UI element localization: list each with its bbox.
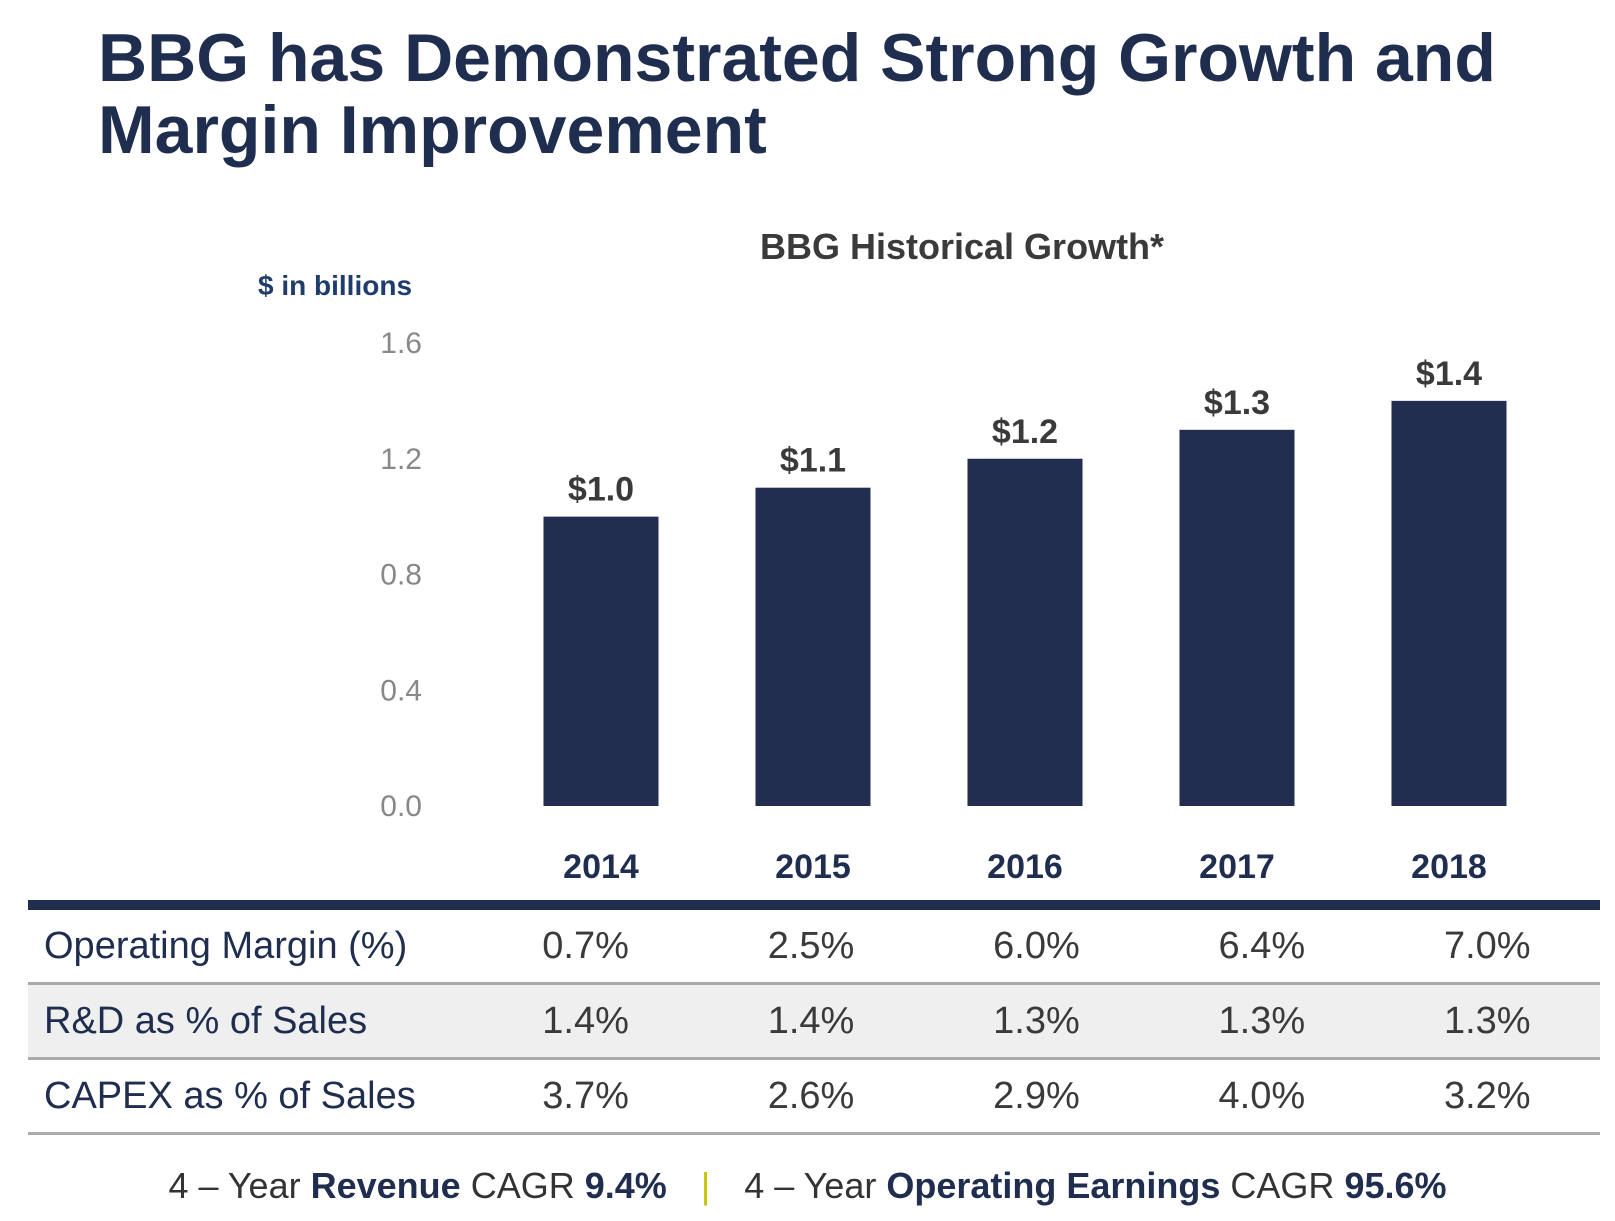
page-title: BBG has Demonstrated Strong Growth and M…: [98, 20, 1496, 168]
metric-value: 2.6%: [767, 1074, 855, 1117]
y-axis-unit-label: $ in billions: [258, 270, 413, 301]
footer-right-value: 95.6%: [1344, 1165, 1447, 1206]
footer-right-prefix: 4 – Year: [744, 1165, 877, 1206]
bar: [967, 458, 1083, 806]
metric-label: Operating Margin (%): [44, 924, 408, 967]
bar-data-label: $1.4: [1416, 355, 1482, 393]
bar-data-label: $1.3: [1204, 384, 1270, 422]
metric-value: 3.2%: [1443, 1074, 1531, 1117]
metric-value: 6.4%: [1218, 924, 1306, 967]
metric-value: 6.0%: [993, 924, 1080, 967]
metric-value: 4.0%: [1218, 1074, 1306, 1117]
metric-value: 1.3%: [1443, 999, 1531, 1042]
bar: [543, 516, 659, 806]
y-tick-label: 0.4: [380, 674, 422, 707]
footer-separator: |: [700, 1165, 711, 1206]
metric-value: 2.5%: [767, 924, 855, 967]
bar: [1391, 400, 1507, 806]
x-tick-label: 2018: [1411, 848, 1487, 886]
x-tick-label: 2014: [563, 848, 639, 886]
metric-value: 2.9%: [993, 1074, 1080, 1117]
y-tick-label: 1.2: [380, 443, 422, 476]
chart-title: BBG Historical Growth*: [760, 226, 1165, 267]
metric-value: 7.0%: [1443, 924, 1531, 967]
y-tick-label: 0.8: [380, 559, 422, 592]
metric-value: 1.4%: [767, 999, 855, 1042]
bar-data-label: $1.1: [780, 442, 846, 480]
bar-data-label: $1.0: [568, 471, 634, 509]
bar-data-label: $1.2: [992, 413, 1058, 451]
y-tick-label: 1.6: [380, 327, 422, 360]
metrics-row-capex: CAPEX as % of Sales 3.7% 2.6% 2.9% 4.0% …: [28, 1057, 1600, 1135]
footer-left-prefix: 4 – Year: [168, 1165, 301, 1206]
bar-chart: 0.0 0.4 0.8 1.2 1.6 $1.0 2014 $1.1 2015 $1.2 2016 $…: [380, 327, 1507, 886]
metric-value: 0.7%: [542, 924, 629, 967]
footer-left-value: 9.4%: [584, 1165, 667, 1206]
metrics-row-rd: R&D as % of Sales 1.4% 1.4% 1.3% 1.3% 1.…: [28, 982, 1600, 1057]
bar: [1179, 429, 1295, 806]
cagr-footer: 4 – Year Revenue CAGR 9.4% | 4 – Year Op…: [0, 1165, 1615, 1207]
x-tick-label: 2017: [1199, 848, 1275, 886]
metric-value: 1.3%: [1218, 999, 1306, 1042]
footer-left-bold: Revenue: [310, 1165, 461, 1206]
metric-value: 1.3%: [993, 999, 1080, 1042]
footer-right-bold: Operating Earnings: [886, 1165, 1221, 1206]
y-tick-label: 0.0: [380, 790, 422, 823]
metrics-table: Operating Margin (%) 0.7% 2.5% 6.0% 6.4%…: [28, 900, 1600, 1135]
metric-label: CAPEX as % of Sales: [44, 1074, 416, 1117]
x-tick-label: 2016: [987, 848, 1063, 886]
metric-label: R&D as % of Sales: [44, 999, 368, 1042]
metric-value: 1.4%: [542, 999, 629, 1042]
footer-left-mid: CAGR: [470, 1165, 575, 1206]
x-tick-label: 2015: [775, 848, 851, 886]
metrics-row-operating-margin: Operating Margin (%) 0.7% 2.5% 6.0% 6.4%…: [28, 910, 1600, 982]
metric-value: 3.7%: [542, 1074, 629, 1117]
bar: [755, 487, 871, 806]
footer-right-mid: CAGR: [1230, 1165, 1335, 1206]
